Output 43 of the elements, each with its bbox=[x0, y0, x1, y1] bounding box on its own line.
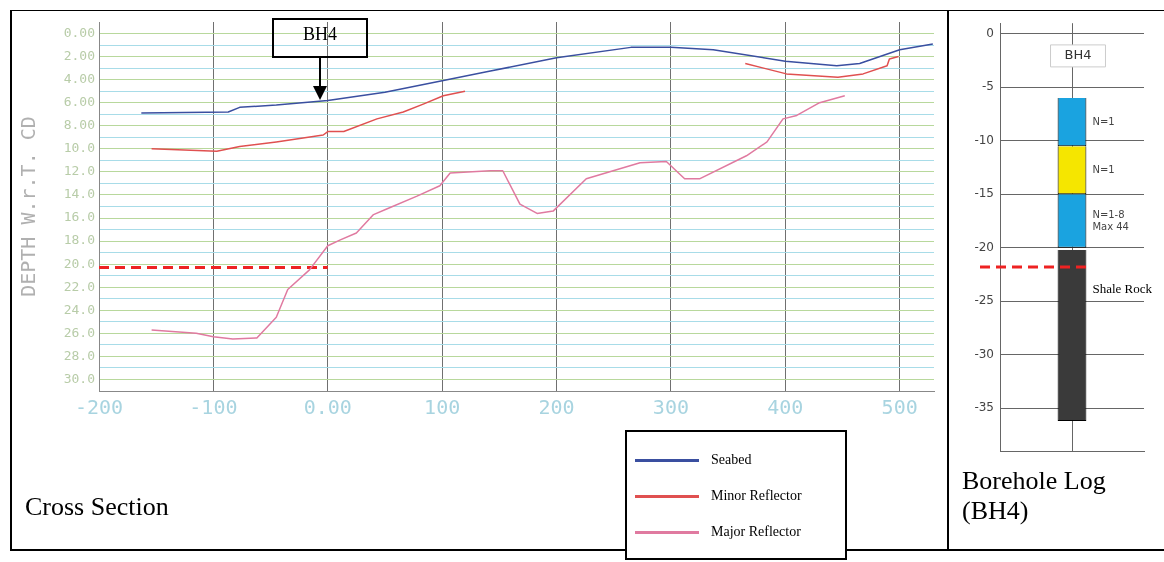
x-tick-label: 300 bbox=[652, 395, 689, 420]
x-tick-label: -100 bbox=[189, 395, 238, 420]
y-tick-label: 22.0 bbox=[63, 278, 95, 294]
x-tick-label: 500 bbox=[881, 395, 918, 420]
y-tick-label: -20 bbox=[974, 239, 994, 254]
annotation: N=1-8 Max 44 bbox=[1092, 208, 1129, 232]
y-tick-label: -5 bbox=[982, 79, 994, 94]
x-tick-label: 100 bbox=[424, 395, 461, 420]
y-tick-label: 2.00 bbox=[63, 47, 95, 63]
y-tick-label: 10.0 bbox=[63, 140, 95, 156]
y-tick-label: 12.0 bbox=[63, 163, 95, 179]
y-tick-label: -30 bbox=[974, 346, 994, 361]
y-tick-label: 14.0 bbox=[63, 186, 95, 202]
y-tick-label: 16.0 bbox=[63, 209, 95, 225]
y-tick-label: 18.0 bbox=[63, 232, 95, 248]
text: Borehole Log (BH4) bbox=[962, 466, 1107, 526]
y-tick-label: 30.0 bbox=[63, 370, 95, 386]
y-tick-label: 0.00 bbox=[63, 24, 95, 40]
legend-label: Major Reflector bbox=[711, 524, 801, 540]
y-tick-label: 20.0 bbox=[63, 255, 95, 271]
x-tick-label: -200 bbox=[74, 395, 124, 420]
y-tick-label: 8.00 bbox=[63, 117, 95, 133]
x-tick-label: 0.00 bbox=[303, 395, 352, 420]
y-tick-label: -10 bbox=[974, 132, 994, 147]
text: Cross Section bbox=[25, 492, 170, 522]
annotation: N=1 bbox=[1092, 163, 1115, 175]
y-tick-label: 4.00 bbox=[63, 71, 95, 87]
y-tick-label: -25 bbox=[974, 293, 994, 308]
annotation: BH4 bbox=[302, 24, 338, 45]
x-tick-label: 200 bbox=[538, 395, 575, 420]
legend-label: Minor Reflector bbox=[711, 488, 802, 504]
y-tick-label: 6.00 bbox=[63, 94, 95, 110]
y-axis-title: DEPTH W.r.T. CD bbox=[16, 116, 41, 297]
y-tick-label: 24.0 bbox=[63, 301, 95, 317]
y-tick-label: -35 bbox=[974, 400, 994, 415]
y-tick-label: 26.0 bbox=[63, 324, 95, 340]
annotation: N=1 bbox=[1092, 115, 1115, 127]
x-tick-label: 400 bbox=[767, 395, 804, 420]
legend-label: Seabed bbox=[711, 452, 752, 468]
y-tick-label: 28.0 bbox=[63, 347, 95, 363]
annotation: Shale Rock bbox=[1092, 281, 1153, 297]
y-tick-label: -15 bbox=[974, 186, 994, 201]
y-tick-label: 0 bbox=[986, 26, 994, 41]
